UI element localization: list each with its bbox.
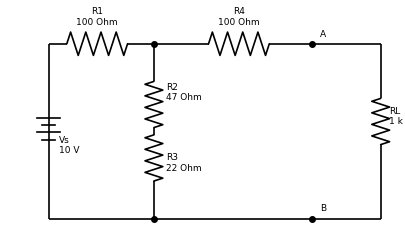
Text: B: B (320, 204, 326, 214)
Text: R2
47 Ohm: R2 47 Ohm (166, 83, 202, 102)
Text: R4
100 Ohm: R4 100 Ohm (218, 7, 260, 27)
Text: Vs
10 V: Vs 10 V (59, 136, 79, 156)
Text: R3
22 Ohm: R3 22 Ohm (166, 153, 202, 173)
Text: R1
100 Ohm: R1 100 Ohm (77, 7, 118, 27)
Text: A: A (320, 29, 326, 39)
Text: RL
1 k Ohm: RL 1 k Ohm (389, 107, 405, 126)
